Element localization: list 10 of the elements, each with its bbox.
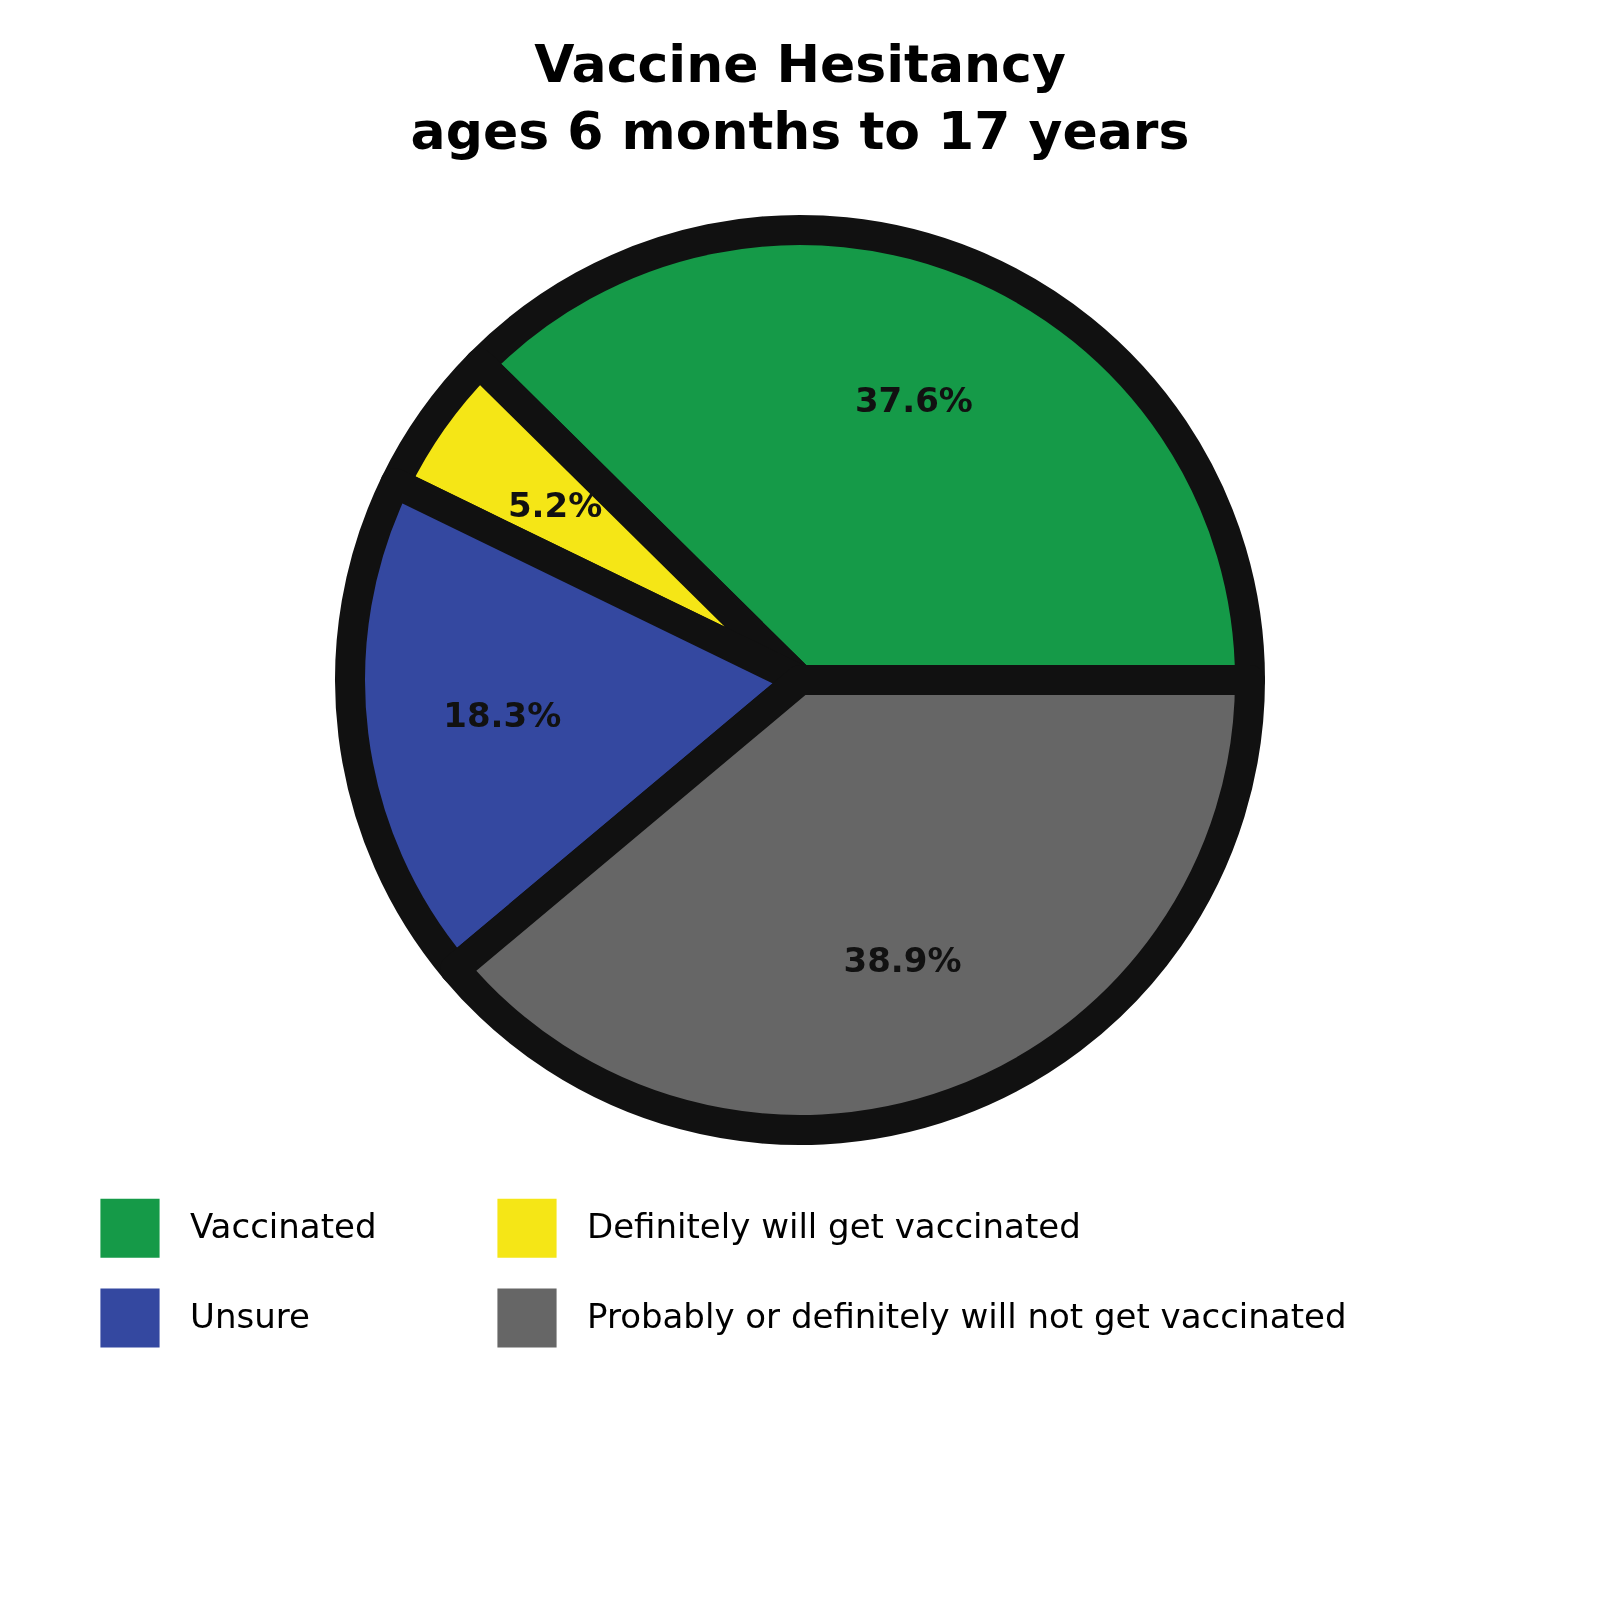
- legend-label: Vaccinated: [190, 1206, 377, 1247]
- chart-subtitle: ages 6 months to 17 years: [410, 101, 1190, 161]
- data-label: 38.9%: [843, 939, 962, 980]
- data-label: 5.2%: [507, 484, 603, 525]
- legend-label: Definitely will get vaccinated: [587, 1206, 1081, 1247]
- legend-label: Probably or definitely will not get vaccinated: [587, 1296, 1347, 1336]
- data-label: 18.3%: [443, 694, 562, 735]
- legend-label: Unsure: [190, 1296, 310, 1336]
- chart-title: Vaccine Hesitancy: [534, 34, 1066, 94]
- data-label: 37.6%: [854, 380, 973, 421]
